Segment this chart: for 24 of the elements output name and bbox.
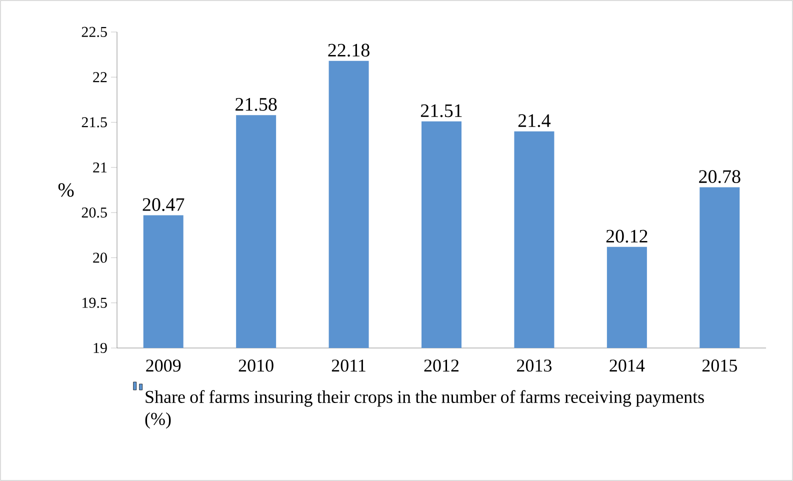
y-tick-label: 19 — [94, 342, 107, 354]
data-label: 20.12 — [606, 230, 648, 243]
x-tick-label: 2015 — [702, 360, 737, 372]
y-tick-label: 22 — [93, 72, 107, 82]
data-label: 22.18 — [328, 44, 370, 57]
y-tick-label: 20.5 — [82, 207, 107, 218]
y-tick-label: 21 — [93, 162, 107, 172]
x-tick-label: 2010 — [238, 360, 274, 372]
data-label: 21.4 — [518, 114, 551, 128]
data-label: 21.51 — [420, 104, 462, 118]
y-axis-title: % — [58, 183, 74, 197]
x-tick-label: 2009 — [146, 360, 181, 372]
data-label: 20.78 — [699, 170, 740, 184]
y-tick-label: 21.5 — [82, 117, 107, 128]
x-tick-label: 2013 — [517, 360, 552, 372]
y-tick-label: 19.5 — [82, 298, 107, 308]
data-label: 20.47 — [142, 198, 184, 212]
data-label: 21.58 — [236, 98, 277, 111]
y-tick-label: 22.5 — [82, 26, 107, 38]
x-tick-label: 2012 — [424, 360, 459, 372]
legend-label: Share of farms insuring their crops in the number of farms receiving payments (%) — [145, 390, 704, 429]
x-tick-label: 2014 — [610, 360, 645, 372]
x-tick-label: 2011 — [332, 360, 366, 372]
y-tick-label: 20 — [93, 252, 107, 263]
